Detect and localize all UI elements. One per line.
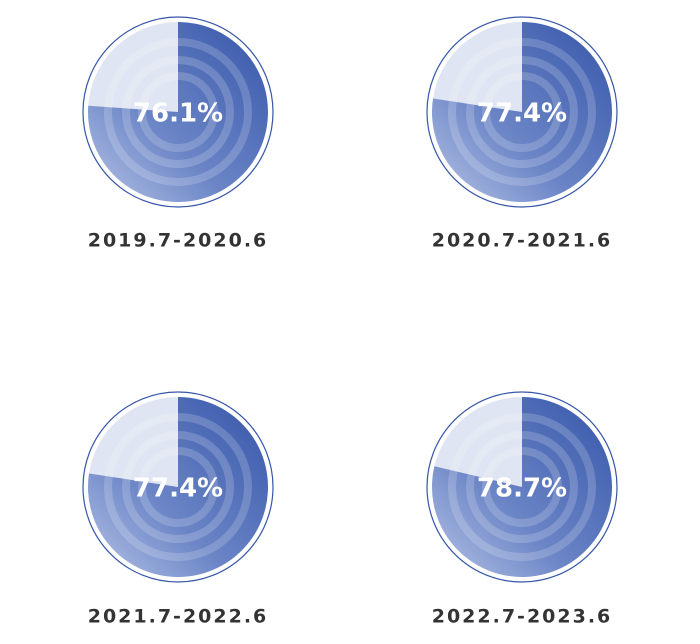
decor-ring — [466, 431, 578, 543]
decor-ring — [466, 56, 578, 168]
decor-ring — [104, 413, 252, 561]
decor-ring — [104, 38, 252, 186]
decor-ring — [122, 56, 234, 168]
value-label: 76.1% — [133, 99, 223, 129]
outer-ring — [426, 16, 618, 208]
outer-ring — [426, 391, 618, 583]
chart-title: 2019.7-2020.6 — [88, 230, 269, 252]
decor-ring — [482, 72, 562, 152]
chart-title: 2022.7-2023.6 — [432, 606, 613, 628]
outer-ring — [82, 16, 274, 208]
decor-ring — [448, 38, 596, 186]
pie-slice — [87, 22, 268, 202]
decor-ring — [138, 72, 218, 152]
decor-ring — [482, 447, 562, 527]
pie-slice — [432, 397, 612, 577]
pie-slice — [432, 22, 612, 202]
outer-ring — [82, 391, 274, 583]
decor-ring — [122, 431, 234, 543]
decor-ring — [448, 413, 596, 561]
pie-slice — [87, 397, 268, 577]
value-label: 77.4% — [477, 99, 567, 129]
chart-title: 2021.7-2022.6 — [88, 606, 269, 628]
value-label: 77.4% — [133, 474, 223, 504]
decor-ring — [138, 447, 218, 527]
chart-title: 2020.7-2021.6 — [432, 230, 613, 252]
value-label: 78.7% — [477, 474, 567, 504]
